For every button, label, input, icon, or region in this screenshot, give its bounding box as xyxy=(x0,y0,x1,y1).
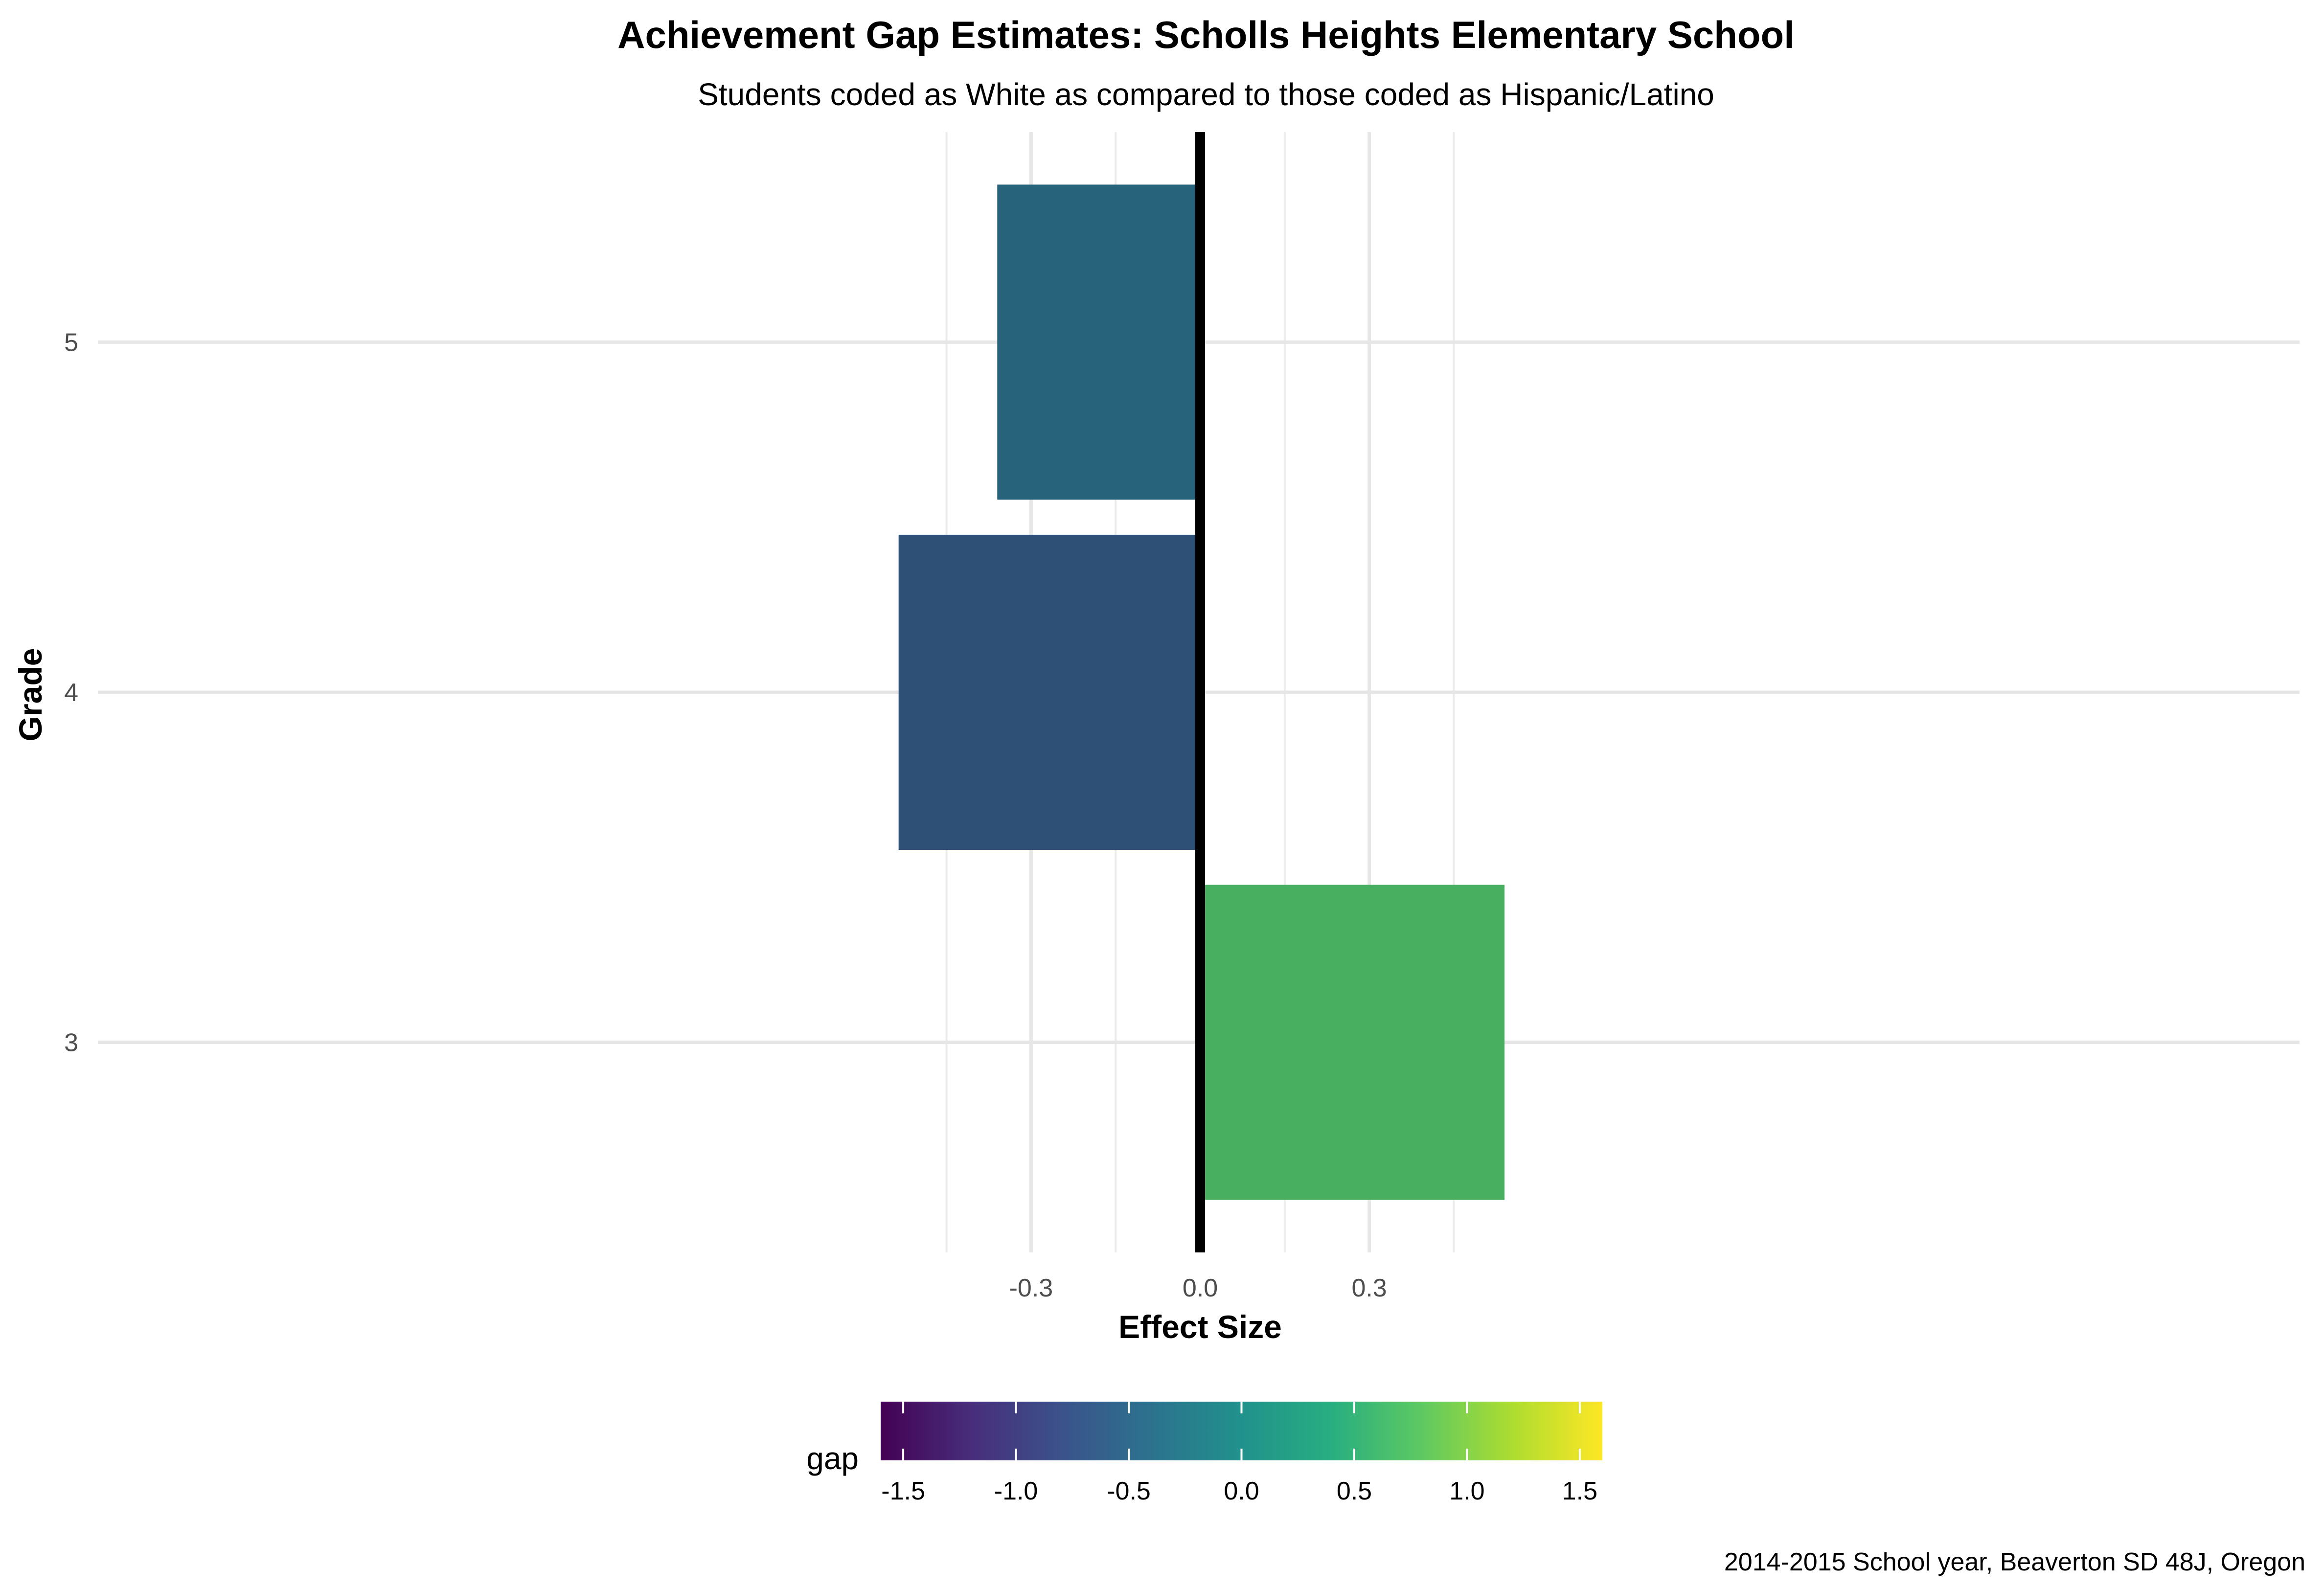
y-tick-label: 5 xyxy=(64,328,78,357)
legend-ticks: -1.5 -1.0 -0.5 0.0 0.5 1.0 1.5 xyxy=(881,1402,1597,1505)
legend-tick-label: -1.5 xyxy=(881,1477,925,1505)
legend-tick-label: 0.0 xyxy=(1224,1477,1259,1505)
bar-grade-4 xyxy=(898,534,1200,850)
legend-title: gap xyxy=(806,1441,859,1476)
legend-tick-label: -0.5 xyxy=(1107,1477,1151,1505)
bar-grade-3 xyxy=(1200,885,1505,1200)
x-tick-labels: -0.3 0.0 0.3 xyxy=(1009,1274,1387,1302)
y-tick-label: 4 xyxy=(64,679,78,707)
legend-tick-label: 1.5 xyxy=(1562,1477,1597,1505)
y-axis-title: Grade xyxy=(12,648,48,742)
y-tick-labels: 3 4 5 xyxy=(64,328,78,1057)
chart-caption: 2014-2015 School year, Beaverton SD 48J,… xyxy=(1724,1548,2305,1576)
x-axis-title: Effect Size xyxy=(1118,1309,1282,1345)
y-tick-label: 3 xyxy=(64,1029,78,1057)
legend-tick-label: -1.0 xyxy=(994,1477,1038,1505)
x-tick-label: 0.0 xyxy=(1183,1274,1218,1302)
x-tick-label: 0.3 xyxy=(1351,1274,1387,1302)
x-tick-label: -0.3 xyxy=(1009,1274,1053,1302)
bar-grade-5 xyxy=(997,184,1200,500)
bars xyxy=(898,184,1505,1200)
legend-tick-label: 1.0 xyxy=(1449,1477,1484,1505)
chart-title: Achievement Gap Estimates: Scholls Heigh… xyxy=(617,13,1795,56)
legend-tick-label: 0.5 xyxy=(1337,1477,1372,1505)
chart-subtitle: Students coded as White as compared to t… xyxy=(698,77,1714,112)
legend: gap -1.5 -1.0 -0.5 0.0 0.5 1.0 1.5 xyxy=(806,1402,1602,1505)
